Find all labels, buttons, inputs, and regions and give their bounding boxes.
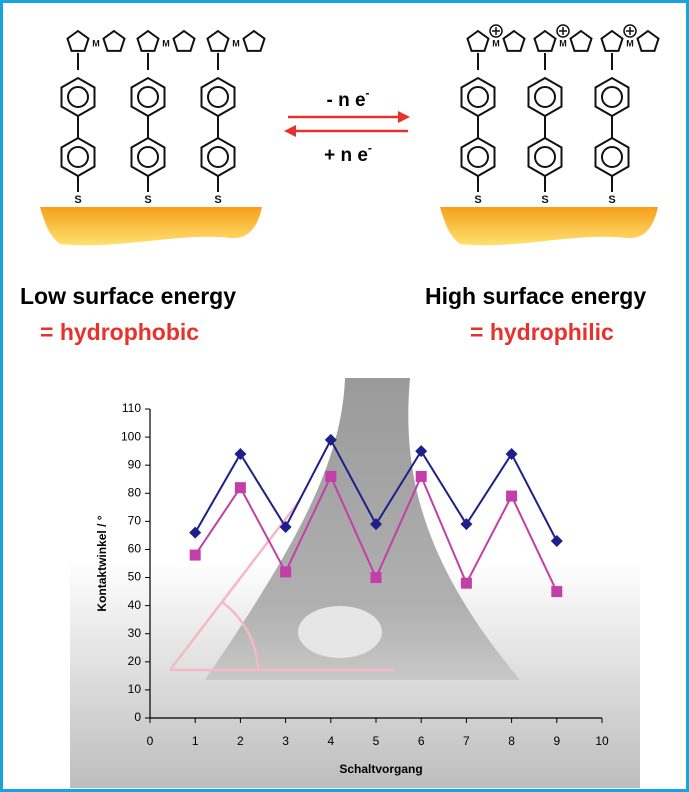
marker bbox=[235, 482, 246, 493]
y-tick-label: 90 bbox=[128, 457, 142, 471]
marker bbox=[551, 586, 562, 597]
metal-label: M bbox=[92, 38, 100, 48]
metal-label: M bbox=[559, 38, 567, 48]
sulfur-label: S bbox=[214, 194, 221, 206]
marker bbox=[280, 566, 291, 577]
x-tick-label: 6 bbox=[418, 734, 425, 748]
sulfur-label: S bbox=[144, 194, 151, 206]
reduction-charge: - bbox=[368, 141, 372, 155]
y-tick-label: 20 bbox=[128, 654, 142, 668]
x-tick-label: 9 bbox=[553, 734, 560, 748]
metal-label: M bbox=[626, 38, 634, 48]
x-tick-label: 3 bbox=[282, 734, 289, 748]
x-tick-label: 0 bbox=[147, 734, 154, 748]
y-tick-label: 10 bbox=[128, 682, 142, 696]
sulfur-label: S bbox=[74, 194, 81, 206]
right-title: High surface energy bbox=[425, 283, 646, 309]
droplet-highlight bbox=[298, 606, 382, 658]
marker bbox=[325, 471, 336, 482]
oxidation-label: - n e- bbox=[326, 86, 369, 111]
x-tick-label: 10 bbox=[595, 734, 609, 748]
left-subtitle: = hydrophobic bbox=[40, 319, 199, 345]
x-tick-label: 5 bbox=[373, 734, 380, 748]
reduction-text: + n e bbox=[324, 145, 368, 166]
y-axis-label: Kontaktwinkel / ° bbox=[95, 515, 109, 611]
oxidation-text: - n e bbox=[326, 90, 365, 111]
metal-label: M bbox=[492, 38, 500, 48]
x-tick-label: 1 bbox=[192, 734, 199, 748]
sulfur-label: S bbox=[474, 194, 481, 206]
x-tick-label: 7 bbox=[463, 734, 470, 748]
y-tick-label: 100 bbox=[121, 429, 141, 443]
x-tick-label: 4 bbox=[327, 734, 334, 748]
page: MSMSMSMSMSMS - n e- + n e- Low surface e… bbox=[0, 0, 689, 792]
y-tick-label: 70 bbox=[128, 514, 142, 528]
marker bbox=[416, 471, 427, 482]
sulfur-label: S bbox=[541, 194, 548, 206]
y-tick-label: 110 bbox=[122, 401, 141, 415]
marker bbox=[461, 578, 472, 589]
marker bbox=[190, 550, 201, 561]
y-tick-label: 40 bbox=[128, 598, 142, 612]
x-tick-label: 2 bbox=[237, 734, 244, 748]
left-title: Low surface energy bbox=[20, 283, 236, 309]
metal-label: M bbox=[232, 38, 240, 48]
y-tick-label: 60 bbox=[128, 542, 142, 556]
marker bbox=[506, 491, 517, 502]
x-tick-label: 8 bbox=[508, 734, 515, 748]
right-subtitle: = hydrophilic bbox=[470, 319, 614, 345]
x-axis-label: Schaltvorgang bbox=[339, 762, 422, 776]
figure: MSMSMSMSMSMS - n e- + n e- Low surface e… bbox=[0, 0, 689, 792]
sulfur-label: S bbox=[608, 194, 615, 206]
y-tick-label: 0 bbox=[134, 710, 141, 724]
y-tick-label: 50 bbox=[128, 570, 142, 584]
marker bbox=[371, 572, 382, 583]
y-tick-label: 30 bbox=[128, 626, 142, 640]
oxidation-charge: - bbox=[366, 86, 370, 100]
y-tick-label: 80 bbox=[128, 485, 142, 499]
metal-label: M bbox=[162, 38, 170, 48]
reduction-label: + n e- bbox=[324, 141, 372, 166]
